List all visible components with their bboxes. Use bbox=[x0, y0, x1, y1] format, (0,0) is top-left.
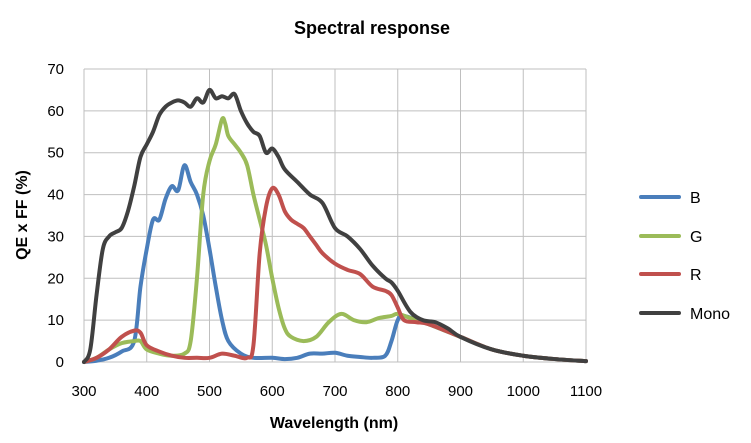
y-tick-label-70: 70 bbox=[47, 61, 64, 78]
y-axis-ticks: 0 10 20 30 40 50 60 70 bbox=[47, 61, 64, 371]
x-axis-ticks: 300 400 500 600 700 800 900 1000 1100 bbox=[71, 383, 602, 400]
legend-label-r: R bbox=[690, 267, 702, 284]
series-layer bbox=[82, 87, 588, 364]
x-tick-label-700: 700 bbox=[322, 383, 347, 400]
x-tick-label-800: 800 bbox=[385, 383, 410, 400]
x-tick-label-1100: 1100 bbox=[570, 383, 602, 400]
y-tick-label-0: 0 bbox=[56, 354, 64, 371]
y-tick-label-50: 50 bbox=[47, 145, 64, 162]
x-tick-label-1000: 1000 bbox=[507, 383, 540, 400]
legend: B G R Mono bbox=[639, 190, 730, 323]
legend-label-mono: Mono bbox=[690, 306, 730, 323]
legend-label-b: B bbox=[690, 190, 701, 207]
chart-title: Spectral response bbox=[294, 18, 450, 38]
series-line-r bbox=[82, 185, 588, 364]
x-tick-label-600: 600 bbox=[260, 383, 285, 400]
legend-label-g: G bbox=[690, 229, 702, 246]
x-axis-title: Wavelength (nm) bbox=[270, 415, 398, 432]
x-tick-label-900: 900 bbox=[448, 383, 473, 400]
y-tick-label-60: 60 bbox=[47, 103, 64, 120]
plot-grid bbox=[83, 68, 587, 363]
x-tick-label-500: 500 bbox=[197, 383, 222, 400]
series-line-b bbox=[82, 163, 588, 364]
x-tick-label-400: 400 bbox=[134, 383, 159, 400]
y-tick-label-10: 10 bbox=[47, 312, 64, 329]
y-axis-title: QE x FF (%) bbox=[14, 170, 31, 260]
y-tick-label-40: 40 bbox=[47, 187, 64, 204]
series-line-mono bbox=[82, 87, 588, 364]
y-tick-label-30: 30 bbox=[47, 228, 64, 245]
y-tick-label-20: 20 bbox=[47, 270, 64, 287]
x-tick-label-300: 300 bbox=[71, 383, 96, 400]
